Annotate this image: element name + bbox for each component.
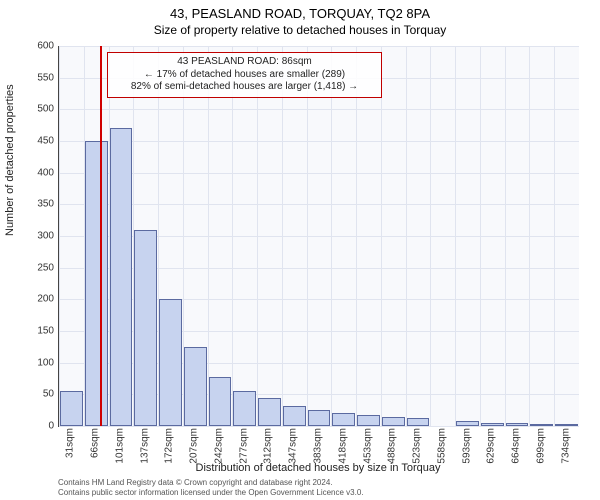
annotation-line: 82% of semi-detached houses are larger (… <box>114 81 375 94</box>
y-tick-label: 0 <box>14 421 54 432</box>
histogram-bar <box>506 423 529 426</box>
attribution-block: Contains HM Land Registry data © Crown c… <box>58 478 578 497</box>
y-tick-label: 50 <box>14 389 54 400</box>
gridline-h <box>59 173 579 174</box>
histogram-bar <box>283 406 306 426</box>
histogram-bar <box>110 128 133 426</box>
y-tick-label: 350 <box>14 199 54 210</box>
histogram-bar <box>258 398 281 427</box>
x-tick-label: 277sqm <box>238 428 249 464</box>
gridline-v <box>208 46 209 426</box>
histogram-bar <box>530 424 553 426</box>
gridline-v <box>406 46 407 426</box>
x-tick-label: 31sqm <box>65 428 76 458</box>
gridline-v <box>455 46 456 426</box>
x-tick-label: 664sqm <box>511 428 522 464</box>
x-tick-label: 488sqm <box>387 428 398 464</box>
gridline-v <box>505 46 506 426</box>
gridline-v <box>480 46 481 426</box>
gridline-h <box>59 141 579 142</box>
gridline-v <box>331 46 332 426</box>
x-tick-label: 101sqm <box>114 428 125 464</box>
histogram-bar <box>555 424 578 426</box>
gridline-v <box>282 46 283 426</box>
histogram-bar <box>60 391 83 426</box>
x-tick-label: 629sqm <box>486 428 497 464</box>
histogram-bar <box>134 230 157 426</box>
gridline-v <box>356 46 357 426</box>
attribution-line-2: Contains public sector information licen… <box>58 488 578 498</box>
histogram-bar <box>357 415 380 426</box>
y-tick-label: 100 <box>14 357 54 368</box>
page-title: 43, PEASLAND ROAD, TORQUAY, TQ2 8PA <box>0 0 600 21</box>
gridline-v <box>529 46 530 426</box>
x-tick-label: 242sqm <box>213 428 224 464</box>
x-tick-label: 207sqm <box>189 428 200 464</box>
x-tick-label: 383sqm <box>313 428 324 464</box>
x-tick-label: 523sqm <box>412 428 423 464</box>
x-tick-label: 558sqm <box>436 428 447 464</box>
gridline-h <box>59 109 579 110</box>
gridline-v <box>554 46 555 426</box>
page-subtitle: Size of property relative to detached ho… <box>0 21 600 37</box>
x-tick-label: 172sqm <box>164 428 175 464</box>
gridline-v <box>307 46 308 426</box>
x-tick-label: 66sqm <box>90 428 101 458</box>
y-tick-label: 500 <box>14 104 54 115</box>
y-tick-label: 550 <box>14 72 54 83</box>
annotation-box: 43 PEASLAND ROAD: 86sqm← 17% of detached… <box>107 52 382 98</box>
x-tick-label: 593sqm <box>461 428 472 464</box>
x-tick-label: 347sqm <box>288 428 299 464</box>
gridline-h <box>59 46 579 47</box>
gridline-h <box>59 426 579 427</box>
x-tick-label: 418sqm <box>337 428 348 464</box>
histogram-bar <box>481 423 504 426</box>
y-tick-label: 600 <box>14 41 54 52</box>
gridline-v <box>59 46 60 426</box>
histogram-bar <box>407 418 430 426</box>
gridline-v <box>381 46 382 426</box>
y-tick-label: 150 <box>14 326 54 337</box>
histogram-bar <box>184 347 207 426</box>
plot-area: 43 PEASLAND ROAD: 86sqm← 17% of detached… <box>58 46 579 427</box>
x-tick-label: 699sqm <box>535 428 546 464</box>
gridline-h <box>59 204 579 205</box>
attribution-line-1: Contains HM Land Registry data © Crown c… <box>58 478 578 488</box>
annotation-line: ← 17% of detached houses are smaller (28… <box>114 69 375 82</box>
x-axis-label: Distribution of detached houses by size … <box>58 462 578 474</box>
y-tick-label: 300 <box>14 231 54 242</box>
x-tick-label: 312sqm <box>263 428 274 464</box>
y-tick-label: 400 <box>14 167 54 178</box>
x-tick-label: 453sqm <box>362 428 373 464</box>
gridline-v <box>257 46 258 426</box>
marker-line <box>100 46 102 426</box>
histogram-bar <box>308 410 331 426</box>
histogram-bar <box>159 299 182 426</box>
x-tick-label: 137sqm <box>139 428 150 464</box>
y-tick-label: 200 <box>14 294 54 305</box>
histogram-bar <box>209 377 232 426</box>
y-tick-label: 250 <box>14 262 54 273</box>
histogram-bar <box>382 417 405 427</box>
histogram-bar <box>233 391 256 426</box>
histogram-bar <box>85 141 108 426</box>
gridline-v <box>232 46 233 426</box>
y-tick-label: 450 <box>14 136 54 147</box>
x-tick-label: 734sqm <box>560 428 571 464</box>
annotation-line: 43 PEASLAND ROAD: 86sqm <box>114 56 375 69</box>
gridline-v <box>430 46 431 426</box>
histogram-bar <box>456 421 479 426</box>
histogram-bar <box>332 413 355 426</box>
chart-container: 43, PEASLAND ROAD, TORQUAY, TQ2 8PA Size… <box>0 0 600 500</box>
